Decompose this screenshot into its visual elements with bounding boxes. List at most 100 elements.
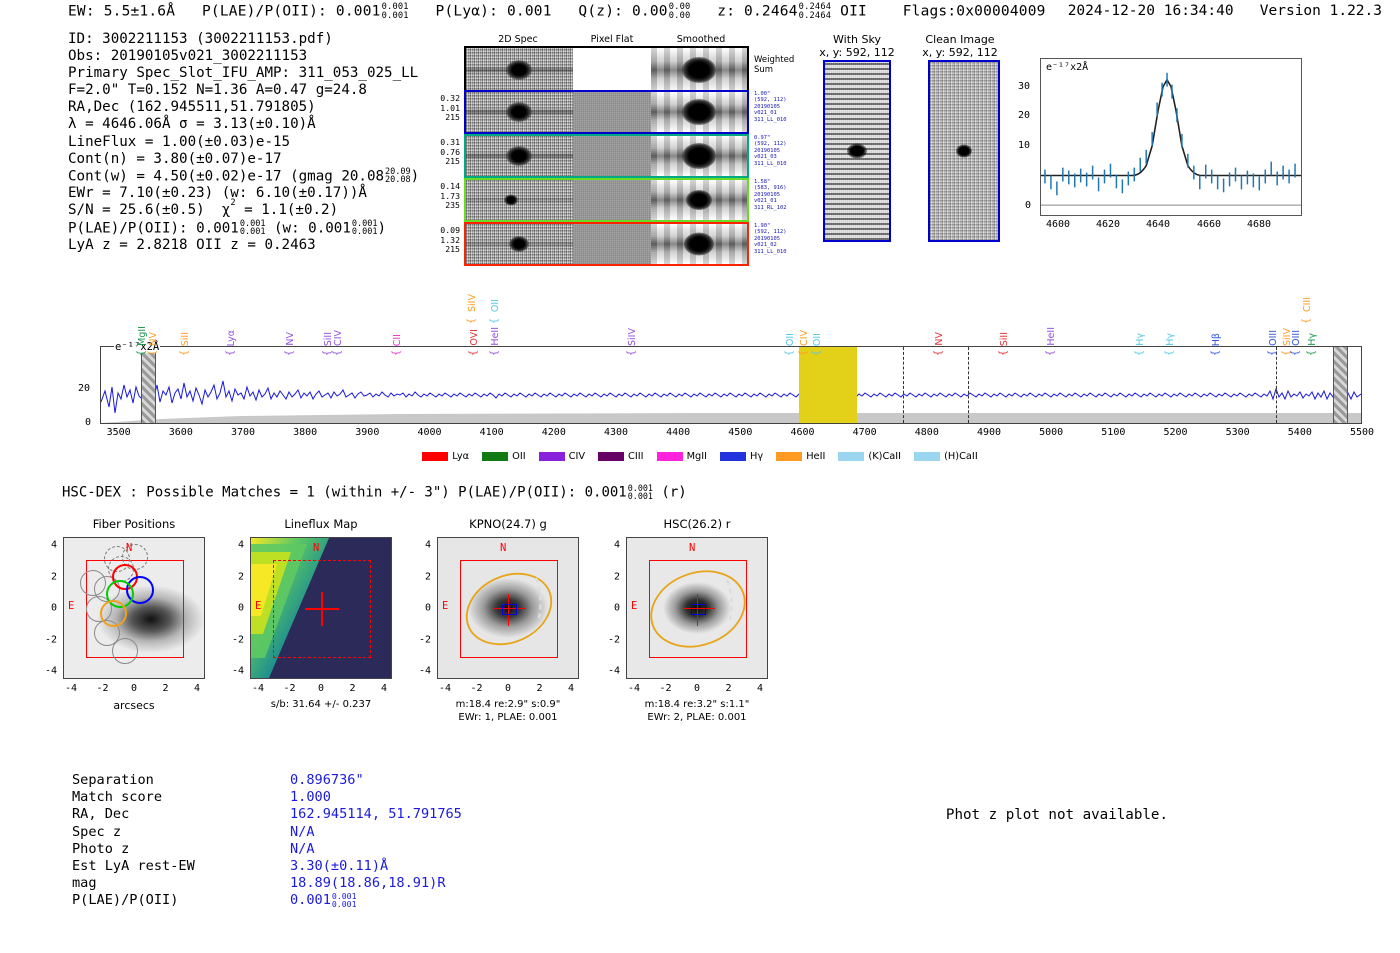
line-label-oiii-24: OIII <box>1291 330 1303 346</box>
panel-lineflux-map[interactable]: Lineflux Map N E s/b: 31.64 +/- 0.237 <box>250 517 392 710</box>
panel1-ytick-2: 2 <box>237 571 244 582</box>
full-spectrum-chart[interactable]: e⁻¹⁷x2Å <box>100 341 1362 424</box>
match-value-2: 162.945114, 51.791765 <box>290 806 462 823</box>
line-label-oii-15: OII <box>812 332 824 346</box>
line-zoom-plot[interactable]: e⁻¹⁷x2Å <box>1040 58 1302 216</box>
panel2-ytick--4: -4 <box>418 665 431 677</box>
spectrum-xtick-3500: 3500 <box>106 427 131 438</box>
spectrum-xtick-4100: 4100 <box>479 427 504 438</box>
panel2-ytick-4: 4 <box>424 539 431 551</box>
spectrum-xtick-5500: 5500 <box>1349 427 1375 438</box>
montage-row-fiber-2[interactable] <box>464 134 749 178</box>
panel3-ytick-2: 2 <box>613 571 620 582</box>
match-key-6: mag <box>72 875 97 892</box>
table-row: Separation 0.896736" <box>72 772 492 789</box>
spectrum-units-annotation: e⁻¹⁷x2Å <box>114 341 161 353</box>
line-zoom-ytick-10: 10 <box>1018 140 1031 151</box>
row2-right-meta: 0.97" (592, 112) 20190105 v021_03 311_LL_010 <box>754 135 787 167</box>
info-plae-poii: P(LAE)/P(OII): 0.001 0.001 0.001 (w: 0.001… <box>68 218 386 238</box>
twod-spectra-montage: 2D Spec Pixel Flat Smoothed Weighted Sum… <box>432 34 794 266</box>
panel-kpno-g[interactable]: KPNO(24.7) g N E m:18.4 re:2.9" s:0.9" E… <box>437 517 579 723</box>
montage-row-weighted-sum[interactable] <box>464 46 749 94</box>
panel2-xtick-4: 4 <box>567 683 575 694</box>
line-zoom-xtick-4660: 4660 <box>1197 219 1222 230</box>
line-zoom-units-annotation: e⁻¹⁷x2Å <box>1046 62 1089 73</box>
clean-image-header: Clean Image x, y: 592, 112 <box>922 33 998 59</box>
panel3-xtick--2: -2 <box>659 683 672 694</box>
fiber-positions-image[interactable]: N E <box>63 537 205 679</box>
spectrum-xtick-4800: 4800 <box>914 427 939 438</box>
panel1-xtick-0: 0 <box>317 683 325 694</box>
row3-left-values: 0.14 1.73 235 <box>440 181 460 210</box>
dashed-marker-5412 <box>1276 347 1277 423</box>
table-row: P(LAE)/P(OII) 0.001 0.001 0.001 <box>72 892 492 909</box>
row2-left-values: 0.31 0.76 215 <box>440 137 460 166</box>
legend-label-5: Hγ <box>750 451 764 462</box>
panel2-ytick-0: 0 <box>424 602 431 614</box>
row2-smoothed <box>651 136 747 176</box>
line-bracket-9: { <box>465 317 477 324</box>
table-row: Match score 1.000 <box>72 789 492 806</box>
line-bracket-7: { <box>391 349 403 356</box>
legend-item-ly: Lyα <box>422 451 469 462</box>
line-label-hγ-20: Hγ <box>1164 333 1176 346</box>
info-radec: RA,Dec (162.945511,51.791805) <box>68 99 316 116</box>
match-key-2: RA, Dec <box>72 806 130 823</box>
spectrum-xtick-5100: 5100 <box>1101 427 1126 438</box>
line-label-heii-10: HeII <box>489 327 501 346</box>
montage-row-fiber-4[interactable] <box>464 222 749 266</box>
clean-image-cutout[interactable] <box>928 60 1000 242</box>
spectrum-xtick-4300: 4300 <box>603 427 629 438</box>
legend-label-2: CIV <box>568 451 586 462</box>
spectrum-xtick-5300: 5300 <box>1225 427 1250 438</box>
kpno-g-image[interactable]: N E <box>437 537 579 679</box>
panel0-xtick-4: 4 <box>193 683 201 694</box>
montage-header-smoothed: Smoothed <box>676 34 726 45</box>
spectrum-xtick-3600: 3600 <box>168 427 193 438</box>
info-fwhm-throughput: F=2.0" T=0.152 N=1.36 A=0.47 g=24.8 <box>68 82 367 99</box>
match-key-1: Match score <box>72 789 163 806</box>
lineflux-caption: s/b: 31.64 +/- 0.237 <box>270 699 372 710</box>
lineflux-red-rect <box>273 560 371 658</box>
hsc-ellipse-svg <box>650 570 746 648</box>
panel3-xtick-0: 0 <box>693 683 701 694</box>
lineflux-map-svg <box>251 538 391 678</box>
line-bracket-3: { <box>224 349 236 356</box>
panel2-xtick--4: -4 <box>438 683 452 694</box>
fiber-orange[interactable] <box>100 600 127 627</box>
spectrum-xtick-4600: 4600 <box>790 427 815 438</box>
panel-hsc-r[interactable]: HSC(26.2) r N E m:18.4 re:3.2" s:1.1" EW… <box>626 517 768 723</box>
row-weighted-smoothed <box>651 48 747 92</box>
row-weighted-2dspec <box>466 48 573 92</box>
lineflux-map-image[interactable]: N E <box>250 537 392 679</box>
spectrum-line-labels: MgII{NV{SiII{Lyα{NV{SiII{CIV{CII{OVI{SiI… <box>100 278 1362 356</box>
match-value-3: N/A <box>290 823 315 840</box>
legend-swatch-0 <box>422 452 449 461</box>
info-snr-chi2: S/N = 25.6(±0.5) χ2 = 1.1(±0.2) <box>68 197 339 219</box>
montage-row-fiber-3[interactable] <box>464 178 749 222</box>
panel1-xtick--4: -4 <box>251 683 265 694</box>
line-label-ciii-25: CIII <box>1302 296 1314 312</box>
kpno-crosshair-h <box>494 608 526 610</box>
hsc-r-image[interactable]: N E <box>626 537 768 679</box>
spectrum-trace-svg <box>101 350 1361 423</box>
montage-row-fiber-1[interactable] <box>464 90 749 134</box>
panel0-xtick--2: -2 <box>96 683 109 694</box>
panel-fiber-positions[interactable]: Fiber Positions N E arcsecs <box>63 517 205 712</box>
fiber-gray-7 <box>112 638 138 664</box>
match-key-3: Spec z <box>72 823 122 840</box>
legend-item-hcaii: (H)CaII <box>914 451 978 462</box>
panel0-ytick-2: 2 <box>50 571 57 582</box>
table-row: Photo z N/A <box>72 841 492 858</box>
with-sky-cutout[interactable] <box>823 60 891 242</box>
line-bracket-20: { <box>1163 349 1175 356</box>
info-wavelength-sigma: λ = 4646.06Å σ = 3.13(±0.10)Å <box>68 116 316 133</box>
line-label-oii-11: OII <box>489 298 501 312</box>
row4-right-meta: 1.90" (592, 112) 20190105 v021_02 311_LL_010 <box>754 223 787 255</box>
timestamp: 2024-12-20 16:34:40 <box>1067 3 1234 19</box>
hsc-blue-marker <box>691 604 706 615</box>
line-label-mgii-0: MgII <box>137 326 149 346</box>
kpno-blue-marker <box>502 604 517 615</box>
line-bracket-25: { <box>1301 317 1313 324</box>
line-label-civ-6: CIV <box>332 330 344 346</box>
